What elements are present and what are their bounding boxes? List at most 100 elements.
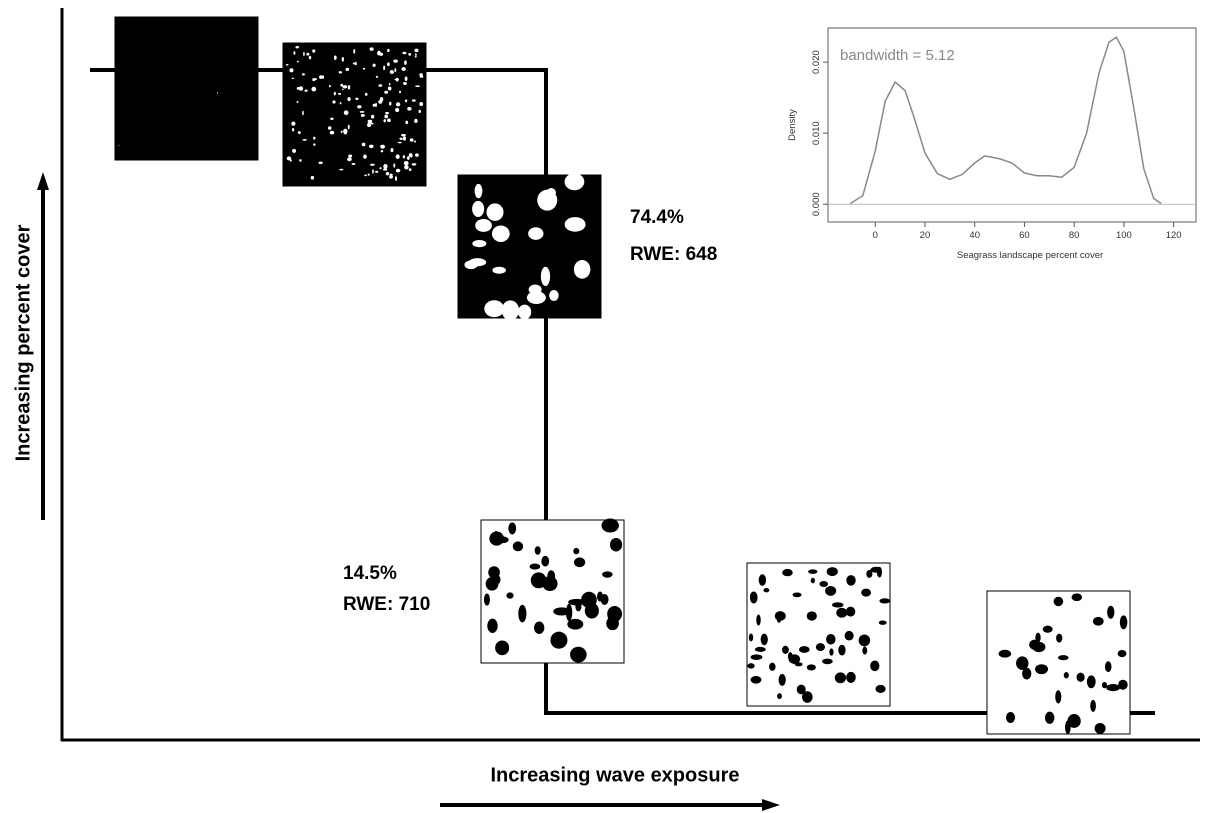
tile-patch (396, 169, 401, 173)
tile-patch (1058, 655, 1069, 660)
tile-patch (1105, 661, 1112, 672)
tile-patch (343, 85, 348, 88)
x-tick-label: 120 (1166, 230, 1182, 241)
tile-patch (292, 149, 296, 153)
x-tick-label: 100 (1116, 230, 1132, 241)
tile-patch (541, 267, 550, 286)
tile-patch (399, 138, 402, 140)
tile-patch (365, 93, 368, 96)
tile-patch (756, 614, 760, 625)
tile-patch (376, 76, 378, 78)
tile-patch (373, 64, 376, 67)
tile-patch (870, 660, 879, 671)
tile-patch (377, 51, 381, 56)
tile-patch (782, 646, 789, 654)
tile-patch (1107, 606, 1114, 619)
tile-patch (345, 68, 349, 71)
tile-patch (419, 73, 423, 76)
tile-patch (342, 57, 344, 62)
tile-patch (862, 647, 867, 655)
tile-patch (371, 123, 374, 125)
tile-patch (861, 589, 871, 597)
tile-patch (305, 89, 308, 91)
tile-patch (574, 260, 591, 279)
tile-patch (464, 260, 477, 269)
tile-patch (535, 546, 541, 555)
tile-patch (368, 120, 373, 123)
x-tick-label: 80 (1069, 230, 1080, 241)
tile-patch (409, 153, 413, 157)
tile-patch (1118, 650, 1127, 657)
tile-patch (573, 548, 579, 554)
tile-patch (383, 168, 387, 170)
tile-patch (403, 155, 405, 158)
tile-patch (999, 650, 1012, 658)
tile-patch (547, 570, 555, 582)
tile-patch (418, 110, 420, 113)
tile-patch (412, 163, 417, 165)
tile-patch (792, 592, 801, 597)
tile-patch (838, 645, 845, 656)
tile-patch (610, 538, 622, 552)
tile-patch (404, 161, 409, 166)
x-tick-label: 0 (873, 230, 878, 241)
tile-patch (518, 305, 531, 320)
tile-patch (363, 154, 367, 158)
tile-patch (1102, 682, 1107, 688)
tile-patch (291, 121, 295, 125)
tile-patch (755, 647, 766, 652)
tile-patch (879, 598, 890, 603)
tile-patch (398, 142, 402, 144)
tile-patch (409, 168, 412, 171)
tile-patch (347, 158, 352, 162)
tile-patch (495, 641, 509, 656)
tile-patch (414, 140, 416, 142)
tile-patch (371, 115, 374, 119)
tile-patch (807, 611, 817, 620)
tile-patch (357, 105, 361, 108)
tile-patch (1065, 721, 1071, 734)
tile-patch (372, 169, 374, 173)
tile-patch (419, 102, 423, 106)
tile-patch (846, 607, 855, 617)
tile-patch (385, 112, 389, 114)
tile-patch (363, 68, 365, 70)
tile-patch (502, 300, 519, 320)
tile-patch (389, 102, 391, 106)
tile-patch (387, 118, 391, 122)
tile-patch (297, 87, 301, 90)
tile-patch (408, 53, 411, 56)
tile-background (747, 563, 890, 706)
tile-patch (309, 56, 311, 60)
tile-patch (518, 605, 526, 623)
tile-patch (488, 566, 500, 578)
tile-patch (486, 203, 503, 221)
y-tick-label: 0.010 (811, 121, 822, 145)
tile-patch (329, 85, 331, 88)
tile-patch (1043, 626, 1053, 633)
tile-patch (1072, 593, 1083, 601)
tile-patch (530, 563, 541, 569)
tile-patch (299, 159, 301, 162)
tile-patch (364, 175, 367, 177)
image-tile (283, 43, 426, 186)
tile-patch (513, 541, 523, 551)
tile-patch (395, 108, 399, 112)
tile-patch (380, 145, 384, 147)
tile-patch (819, 581, 828, 587)
tile-patch (807, 664, 816, 670)
tile-patch (549, 290, 559, 301)
tile-patch (506, 592, 513, 598)
tile-patch (475, 219, 492, 232)
tile-patch (475, 184, 483, 198)
tile-patch (394, 68, 396, 72)
rwe-label: RWE: 710 (343, 594, 430, 615)
tile-patch (782, 569, 793, 576)
tile-patch (340, 84, 343, 87)
tile-patch (319, 161, 323, 164)
tile-patch (388, 86, 392, 90)
tile-patch (747, 663, 754, 668)
tile-patch (341, 131, 343, 134)
tile-patch (1029, 640, 1040, 650)
tile-patch (866, 570, 872, 578)
